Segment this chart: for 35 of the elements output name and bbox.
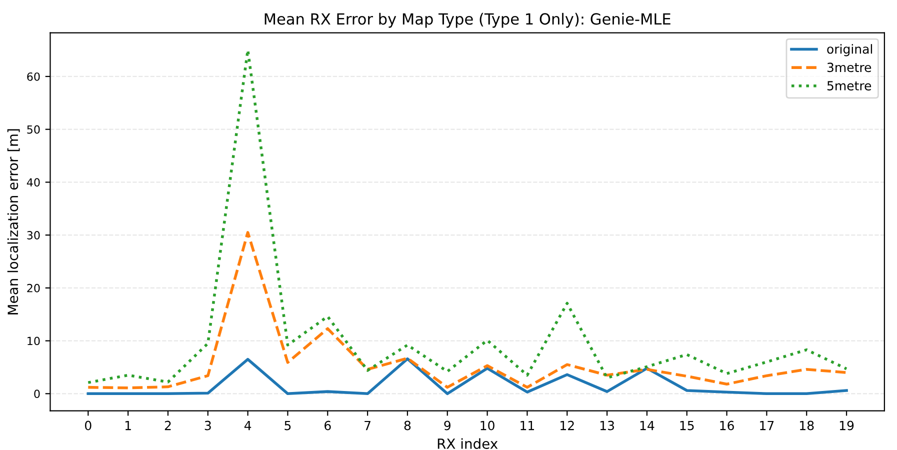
x-tick-label: 12 bbox=[560, 420, 574, 430]
x-tick-label: 17 bbox=[760, 420, 774, 430]
x-tick-label: 18 bbox=[800, 420, 814, 430]
x-tick-label: 7 bbox=[364, 420, 370, 430]
x-tick-label: 6 bbox=[324, 420, 331, 430]
y-axis-title: Mean localization error [m] bbox=[7, 129, 20, 314]
x-tick-label: 1 bbox=[125, 420, 131, 430]
x-tick-label: 16 bbox=[720, 420, 734, 430]
y-tick-label: 10 bbox=[28, 336, 40, 346]
x-tick-label: 19 bbox=[840, 420, 854, 430]
legend-label: 5metre bbox=[827, 81, 872, 90]
y-tick-label: 40 bbox=[26, 178, 40, 187]
x-tick-label: 4 bbox=[244, 420, 252, 430]
y-tick-label: 50 bbox=[27, 125, 40, 134]
chart-title: Mean RX Error by Map Type (Type 1 Only): Genie-MLE bbox=[264, 12, 670, 28]
x-tick-label: 5 bbox=[284, 420, 291, 430]
x-tick-label: 9 bbox=[444, 420, 450, 430]
x-tick-label: 14 bbox=[640, 420, 654, 430]
legend-label: 3metre bbox=[827, 62, 872, 72]
x-tick-label: 11 bbox=[520, 420, 534, 430]
legend-label: original bbox=[827, 44, 872, 56]
x-tick-label: 0 bbox=[85, 420, 92, 430]
x-tick-label: 8 bbox=[404, 420, 411, 430]
line-series bbox=[86, 357, 848, 396]
x-tick-label: 15 bbox=[680, 420, 694, 430]
line-series bbox=[86, 231, 848, 390]
x-tick-label: 2 bbox=[164, 420, 171, 430]
x-tick-label: 13 bbox=[600, 420, 614, 430]
y-tick-label: 0 bbox=[34, 390, 40, 398]
x-tick-label: 3 bbox=[204, 420, 211, 430]
y-tick-label: 60 bbox=[27, 72, 40, 81]
x-tick-label: 10 bbox=[480, 420, 494, 430]
y-tick-label: 20 bbox=[27, 284, 40, 292]
x-axis-title: RX index bbox=[438, 438, 498, 449]
y-tick-label: 30 bbox=[27, 231, 40, 240]
